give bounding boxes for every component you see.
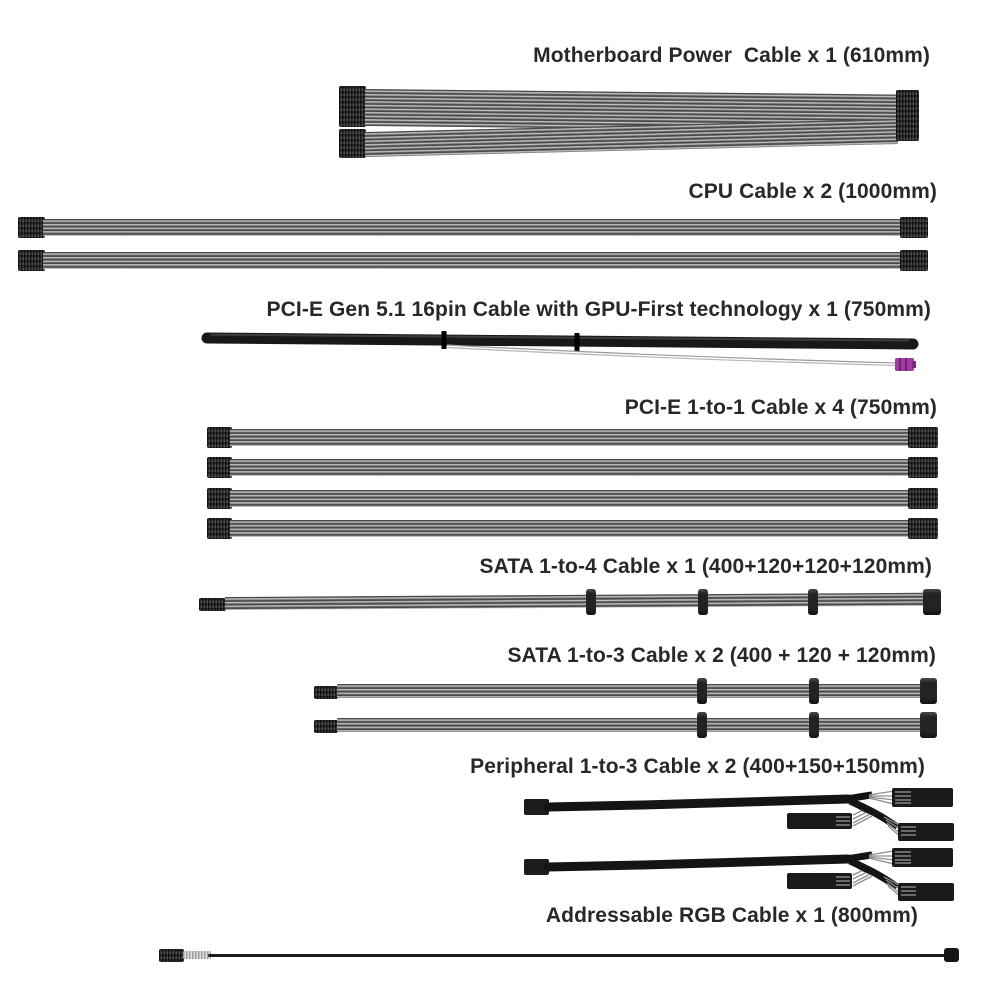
- sata3-cable-1-connector-right: [920, 678, 937, 704]
- sata3-cable-2-inline-connector-2: [809, 712, 819, 738]
- pcie-gen5-cable-label: PCI-E Gen 5.1 16pin Cable with GPU-First…: [266, 298, 931, 321]
- argb-cable-label: Addressable RGB Cable x 1 (800mm): [545, 904, 918, 927]
- pcie-cable-1-connector-left: [207, 427, 232, 448]
- cpu-cable-1-connector-left: [18, 217, 45, 238]
- cpu-cable-2-connector-left: [18, 250, 45, 271]
- pcie-cable-4-connector-right: [908, 518, 938, 539]
- argb-wire: [208, 954, 946, 957]
- pcie-cable-4-connector-left: [207, 518, 232, 539]
- sata3-cable-2-connector-left: [314, 720, 338, 733]
- pcie-cable-2-connector-right: [908, 457, 938, 478]
- motherboard-connector-left-bottom: [339, 129, 366, 158]
- sata3-cable-1-inline-connector-1: [697, 678, 707, 704]
- sata3-cable-2-wires: [337, 718, 923, 732]
- pcie-cable-3-connector-right: [908, 488, 938, 509]
- sata4-connector-right: [923, 589, 941, 615]
- pcie-cable-1-connector-right: [908, 427, 938, 448]
- sata4-wires: [224, 592, 926, 610]
- pcie-1to1-cable-label: PCI-E 1-to-1 Cable x 4 (750mm): [624, 396, 937, 419]
- cpu-cable-1-wires: [43, 219, 904, 236]
- sata3-cable-1-wires: [337, 684, 923, 698]
- sata4-inline-connector-3: [808, 589, 818, 615]
- argb-connector-right: [944, 948, 959, 962]
- sata3-cable-1-connector-left: [314, 686, 338, 699]
- cpu-cable-2-wires: [43, 252, 904, 269]
- pcie-cable-4-wires: [230, 520, 912, 537]
- peripheral-cable-1-graphic: [524, 788, 954, 841]
- cpu-cable-label: CPU Cable x 2 (1000mm): [688, 180, 937, 203]
- pcie-cable-1-wires: [230, 429, 912, 446]
- pcie-cable-3-connector-left: [207, 488, 232, 509]
- motherboard-connector-right: [896, 90, 919, 141]
- sata4-inline-connector-1: [586, 589, 596, 615]
- sata-1to4-cable-label: SATA 1-to-4 Cable x 1 (400+120+120+120mm…: [479, 555, 932, 578]
- cpu-cable-1-connector-right: [900, 217, 928, 238]
- sata-1to3-cable-label: SATA 1-to-3 Cable x 2 (400 + 120 + 120mm…: [507, 644, 936, 667]
- sata3-cable-2-connector-right: [920, 712, 937, 738]
- sata4-inline-connector-2: [698, 589, 708, 615]
- sata4-connector-left: [199, 598, 226, 611]
- pcie-cable-2-wires: [230, 459, 912, 476]
- argb-connector-left: [159, 949, 184, 962]
- gen5-sense-connector: [895, 358, 914, 371]
- motherboard-connector-left-top: [339, 86, 366, 127]
- sata3-cable-2-inline-connector-1: [697, 712, 707, 738]
- cpu-cable-2-connector-right: [900, 250, 928, 271]
- motherboard-cable-label: Motherboard Power Cable x 1 (610mm): [533, 44, 930, 67]
- pcie-cable-2-connector-left: [207, 457, 232, 478]
- pcie-gen5-cable-graphic: [201, 331, 919, 371]
- sata3-cable-1-inline-connector-2: [809, 678, 819, 704]
- argb-pin-strip: [183, 951, 211, 959]
- pcie-cable-3-wires: [230, 490, 912, 507]
- peripheral-cable-2-graphic: [524, 848, 954, 901]
- peripheral-cable-label: Peripheral 1-to-3 Cable x 2 (400+150+150…: [470, 755, 925, 778]
